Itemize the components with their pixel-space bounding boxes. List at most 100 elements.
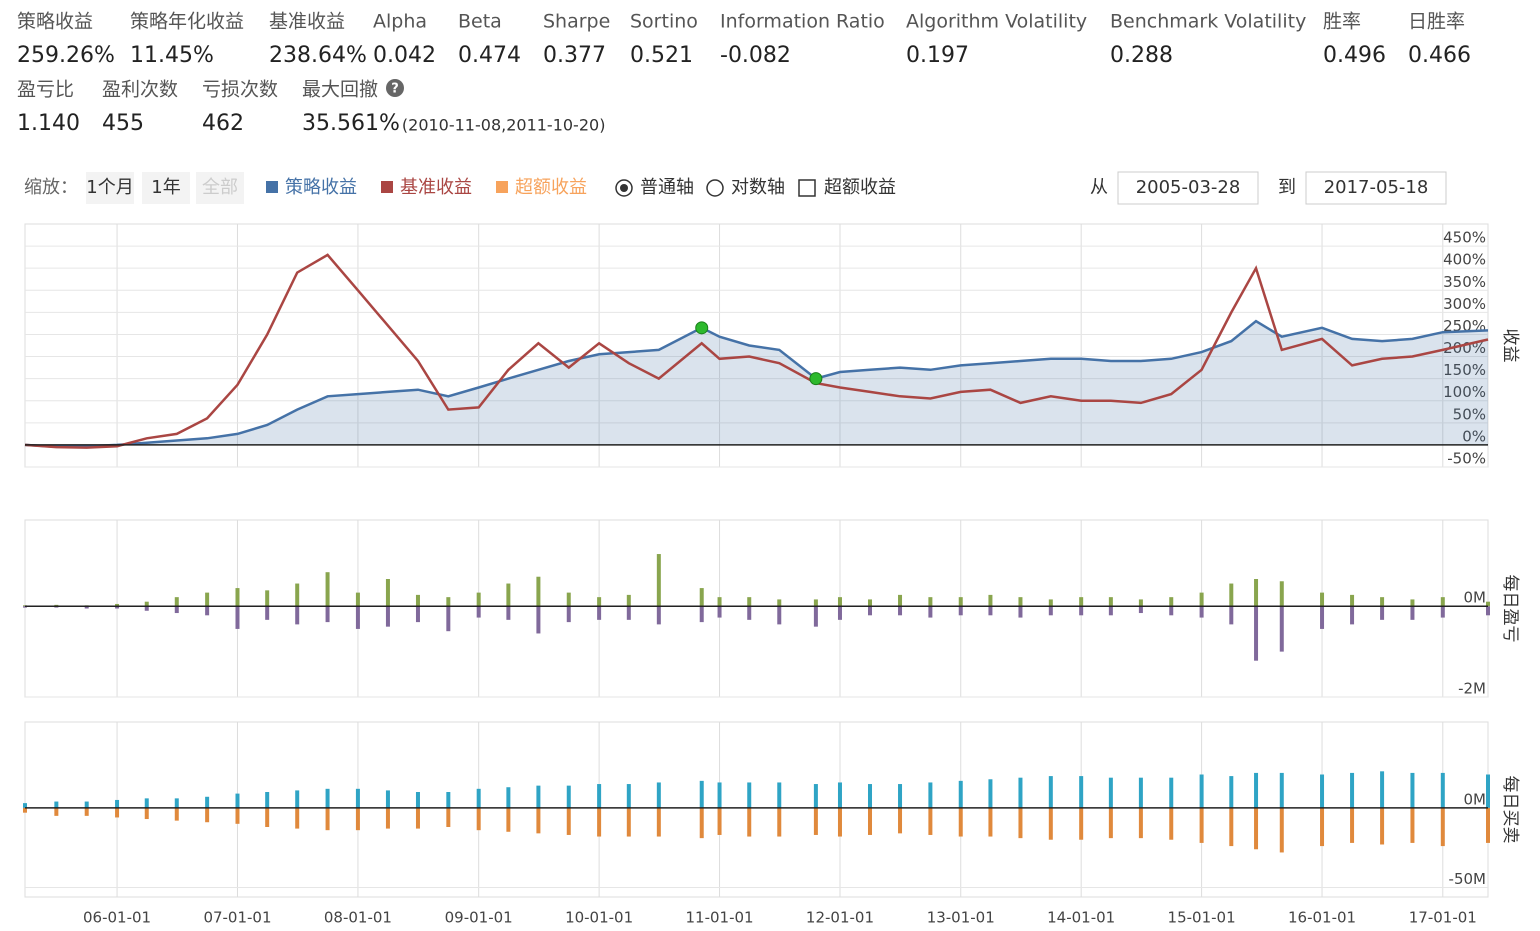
- bar: [1350, 807, 1355, 843]
- bar: [958, 807, 963, 837]
- bar: [1279, 807, 1284, 853]
- zoom-button[interactable]: [196, 172, 244, 204]
- legend-label[interactable]: 基准收益: [400, 177, 472, 198]
- bar: [536, 576, 541, 607]
- bar: [777, 782, 782, 808]
- legend-swatch[interactable]: [266, 181, 278, 193]
- bar: [777, 807, 782, 837]
- y-tick-label: 150%: [1443, 361, 1486, 379]
- metric-value: 11.45%: [130, 43, 214, 68]
- help-icon[interactable]: [386, 79, 404, 97]
- legend-label[interactable]: 超额收益: [515, 177, 587, 198]
- legend-label[interactable]: 策略收益: [285, 177, 357, 198]
- bar: [1079, 597, 1084, 607]
- bar: [837, 782, 842, 808]
- metric-value: -0.082: [720, 43, 791, 68]
- bar: [1279, 581, 1284, 607]
- bar: [656, 554, 661, 607]
- bar: [265, 792, 270, 808]
- bar: [205, 592, 210, 607]
- bar: [144, 798, 149, 808]
- y-tick-label: 0M: [1464, 589, 1487, 607]
- bar: [536, 807, 541, 834]
- x-tick-label: 06-01-01: [83, 909, 151, 927]
- bar: [385, 790, 390, 808]
- bar: [1048, 606, 1053, 616]
- bar: [1138, 606, 1143, 614]
- bar: [898, 594, 903, 607]
- metric-label: 胜率: [1323, 11, 1361, 33]
- bar: [1380, 606, 1385, 620]
- metric-value: 1.140: [17, 111, 80, 136]
- x-tick-label: 13-01-01: [927, 909, 995, 927]
- bar: [1229, 583, 1234, 607]
- bar: [1138, 777, 1143, 808]
- bar: [415, 606, 420, 623]
- bar: [958, 597, 963, 607]
- metric-label: Sharpe: [543, 11, 610, 33]
- bar: [355, 807, 360, 831]
- checkbox[interactable]: [798, 179, 816, 197]
- bar: [325, 572, 330, 607]
- legend-swatch[interactable]: [496, 181, 508, 193]
- y-tick-label: 400%: [1443, 251, 1486, 269]
- bar: [415, 594, 420, 607]
- metric-label: 策略收益: [17, 11, 93, 33]
- bar: [1229, 606, 1234, 625]
- zoom-button[interactable]: [142, 172, 190, 204]
- zoom-button[interactable]: [86, 172, 134, 204]
- metric-label: 盈亏比: [17, 79, 74, 101]
- bar: [295, 807, 300, 829]
- bar: [446, 792, 451, 808]
- bar: [1440, 807, 1445, 847]
- bar: [699, 606, 704, 623]
- bar: [1486, 606, 1490, 616]
- bar: [626, 784, 631, 808]
- bar: [626, 594, 631, 607]
- bar: [446, 597, 451, 607]
- bar: [205, 796, 210, 808]
- bar: [1169, 777, 1174, 808]
- bar: [1380, 771, 1385, 808]
- bar: [174, 606, 179, 614]
- bar: [23, 807, 27, 813]
- bar: [1380, 807, 1385, 845]
- metric-value: 35.561%: [302, 111, 400, 136]
- bar: [1410, 599, 1415, 607]
- bar: [717, 597, 722, 607]
- bar: [355, 592, 360, 607]
- bar: [1108, 777, 1113, 808]
- date-input[interactable]: [1305, 171, 1447, 205]
- bar: [837, 597, 842, 607]
- y-axis-title: 每日买卖: [1500, 776, 1520, 844]
- bar: [1350, 594, 1355, 607]
- bar: [656, 606, 661, 625]
- bar: [747, 597, 752, 607]
- bar: [1254, 606, 1259, 661]
- bar: [476, 592, 481, 607]
- bar: [1410, 807, 1415, 843]
- bar: [506, 606, 511, 620]
- bar: [868, 784, 873, 808]
- from-label: 从: [1090, 177, 1108, 198]
- bar: [597, 784, 602, 808]
- bar: [1440, 606, 1445, 618]
- bar: [988, 594, 993, 607]
- y-tick-label: 100%: [1443, 383, 1486, 401]
- metric-label: Alpha: [373, 11, 427, 33]
- bar: [325, 606, 330, 623]
- date-input[interactable]: [1117, 171, 1259, 205]
- bar: [566, 592, 571, 607]
- bar: [115, 807, 120, 818]
- bar: [1279, 606, 1284, 652]
- legend-swatch[interactable]: [381, 181, 393, 193]
- radio-log[interactable]: [706, 179, 724, 197]
- bar: [1048, 807, 1053, 840]
- bar: [988, 807, 993, 837]
- bar: [1018, 807, 1023, 839]
- bar: [1229, 807, 1234, 847]
- bar: [265, 606, 270, 620]
- zoom-button-label: 1年: [151, 177, 180, 198]
- x-tick-label: 16-01-01: [1288, 909, 1356, 927]
- bar: [84, 801, 89, 808]
